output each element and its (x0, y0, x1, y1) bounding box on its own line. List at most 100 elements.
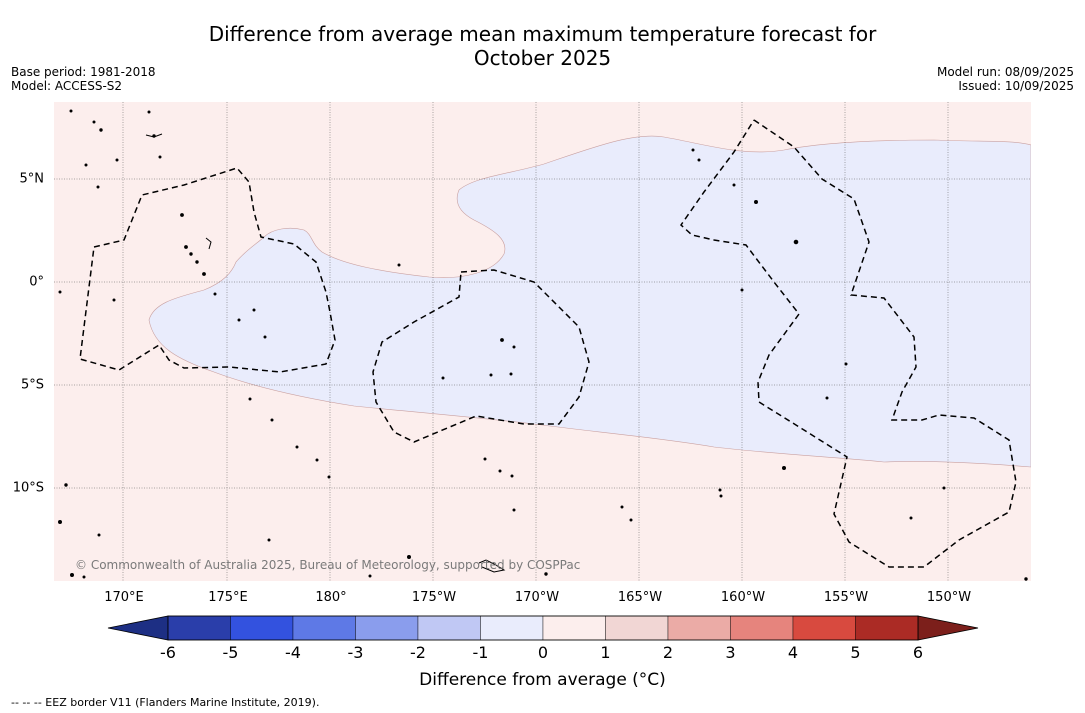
colorbar-segment (730, 615, 794, 641)
model-name: Model: ACCESS-S2 (11, 79, 123, 93)
lon-label-170e: 170°E (104, 590, 144, 605)
title-line-2: October 2025 (473, 46, 612, 70)
colorbar (107, 615, 979, 641)
eez-legend-note: -- -- -- EEZ border V11 (Flanders Marine… (11, 696, 320, 709)
colorbar-segment (542, 615, 606, 641)
colorbar-tick: 4 (787, 643, 799, 662)
title-line-1: Difference from average mean maximum tem… (208, 22, 877, 46)
colorbar-under-arrow (107, 615, 169, 641)
island (754, 200, 758, 204)
lat-label-0: 0° (29, 274, 44, 290)
grid-lines (54, 102, 1031, 581)
issued-date: Issued: 10/09/2025 (958, 79, 1074, 93)
forecast-map (54, 102, 1031, 581)
colorbar-segments (167, 615, 919, 641)
island (512, 508, 516, 512)
island (629, 518, 633, 522)
island (441, 376, 445, 380)
island (732, 183, 736, 187)
colorbar-segment (480, 615, 544, 641)
island (512, 345, 516, 349)
island (213, 292, 217, 296)
base-period: Base period: 1981-2018 (11, 65, 156, 79)
colorbar-segment (417, 615, 481, 641)
island (909, 516, 913, 520)
colorbar-tick: -1 (472, 643, 489, 662)
island (267, 538, 271, 542)
island (407, 555, 411, 559)
lat-label-5n: 5°N (19, 171, 45, 187)
island (315, 458, 319, 462)
island (112, 298, 116, 302)
lon-label-180: 180° (315, 590, 347, 605)
island (58, 520, 62, 524)
island (718, 488, 722, 492)
island (58, 290, 62, 294)
islands (58, 109, 1028, 581)
island (620, 505, 624, 509)
colorbar-segment (230, 615, 294, 641)
island (544, 572, 548, 576)
island (82, 575, 86, 579)
island (740, 288, 744, 292)
island (252, 308, 256, 312)
lon-label-175w: 175°W (411, 590, 457, 605)
island (158, 155, 162, 159)
island (263, 335, 267, 339)
model-run: Model run: 08/09/2025 (936, 65, 1074, 79)
island (498, 469, 502, 473)
island (64, 483, 68, 487)
island (793, 239, 799, 245)
colorbar-tick: -5 (222, 643, 239, 662)
island (96, 185, 100, 189)
island (189, 252, 193, 256)
island (184, 245, 188, 249)
island (180, 213, 184, 217)
colorbar-tick: -6 (160, 643, 176, 662)
island (327, 475, 331, 479)
island (397, 263, 401, 267)
copyright-notice: © Commonwealth of Australia 2025, Bureau… (75, 558, 581, 572)
colorbar-tick: 1 (600, 643, 611, 662)
lon-label-170w: 170°W (514, 590, 560, 605)
island (195, 260, 199, 264)
island (270, 418, 274, 422)
island (483, 457, 487, 461)
colorbar-segment (292, 615, 356, 641)
island (368, 574, 372, 578)
island (691, 148, 695, 152)
island (248, 397, 252, 401)
island (69, 109, 73, 113)
island (92, 120, 96, 124)
island (84, 163, 88, 167)
colorbar-tick: 5 (850, 643, 861, 662)
island (295, 445, 299, 449)
island (237, 318, 241, 322)
island (147, 110, 151, 114)
island (70, 573, 74, 577)
lon-label-175e: 175°E (208, 590, 248, 605)
island (697, 158, 701, 162)
colorbar-tick: 0 (537, 643, 549, 662)
lon-label-160w: 160°W (720, 590, 766, 605)
colorbar-segment (355, 615, 419, 641)
cool-zone (148, 135, 1031, 468)
island (202, 272, 206, 276)
lon-label-150w: 150°W (926, 590, 972, 605)
island (510, 474, 514, 478)
eez-borders (79, 119, 1017, 568)
island (97, 533, 101, 537)
colorbar-tick: -4 (285, 643, 301, 662)
island (500, 338, 504, 342)
colorbar-tick: -2 (410, 643, 426, 662)
colorbar-tick: 6 (912, 643, 924, 662)
island (115, 158, 119, 162)
colorbar-label: Difference from average (°C) (419, 670, 666, 690)
island (99, 128, 103, 132)
island (942, 486, 946, 490)
lon-label-165w: 165°W (617, 590, 663, 605)
eez-border-tuvalu (79, 167, 336, 373)
lat-label-10s: 10°S (12, 480, 44, 496)
map-title: Difference from average mean maximum tem… (0, 22, 1085, 70)
island-outline (145, 133, 163, 138)
